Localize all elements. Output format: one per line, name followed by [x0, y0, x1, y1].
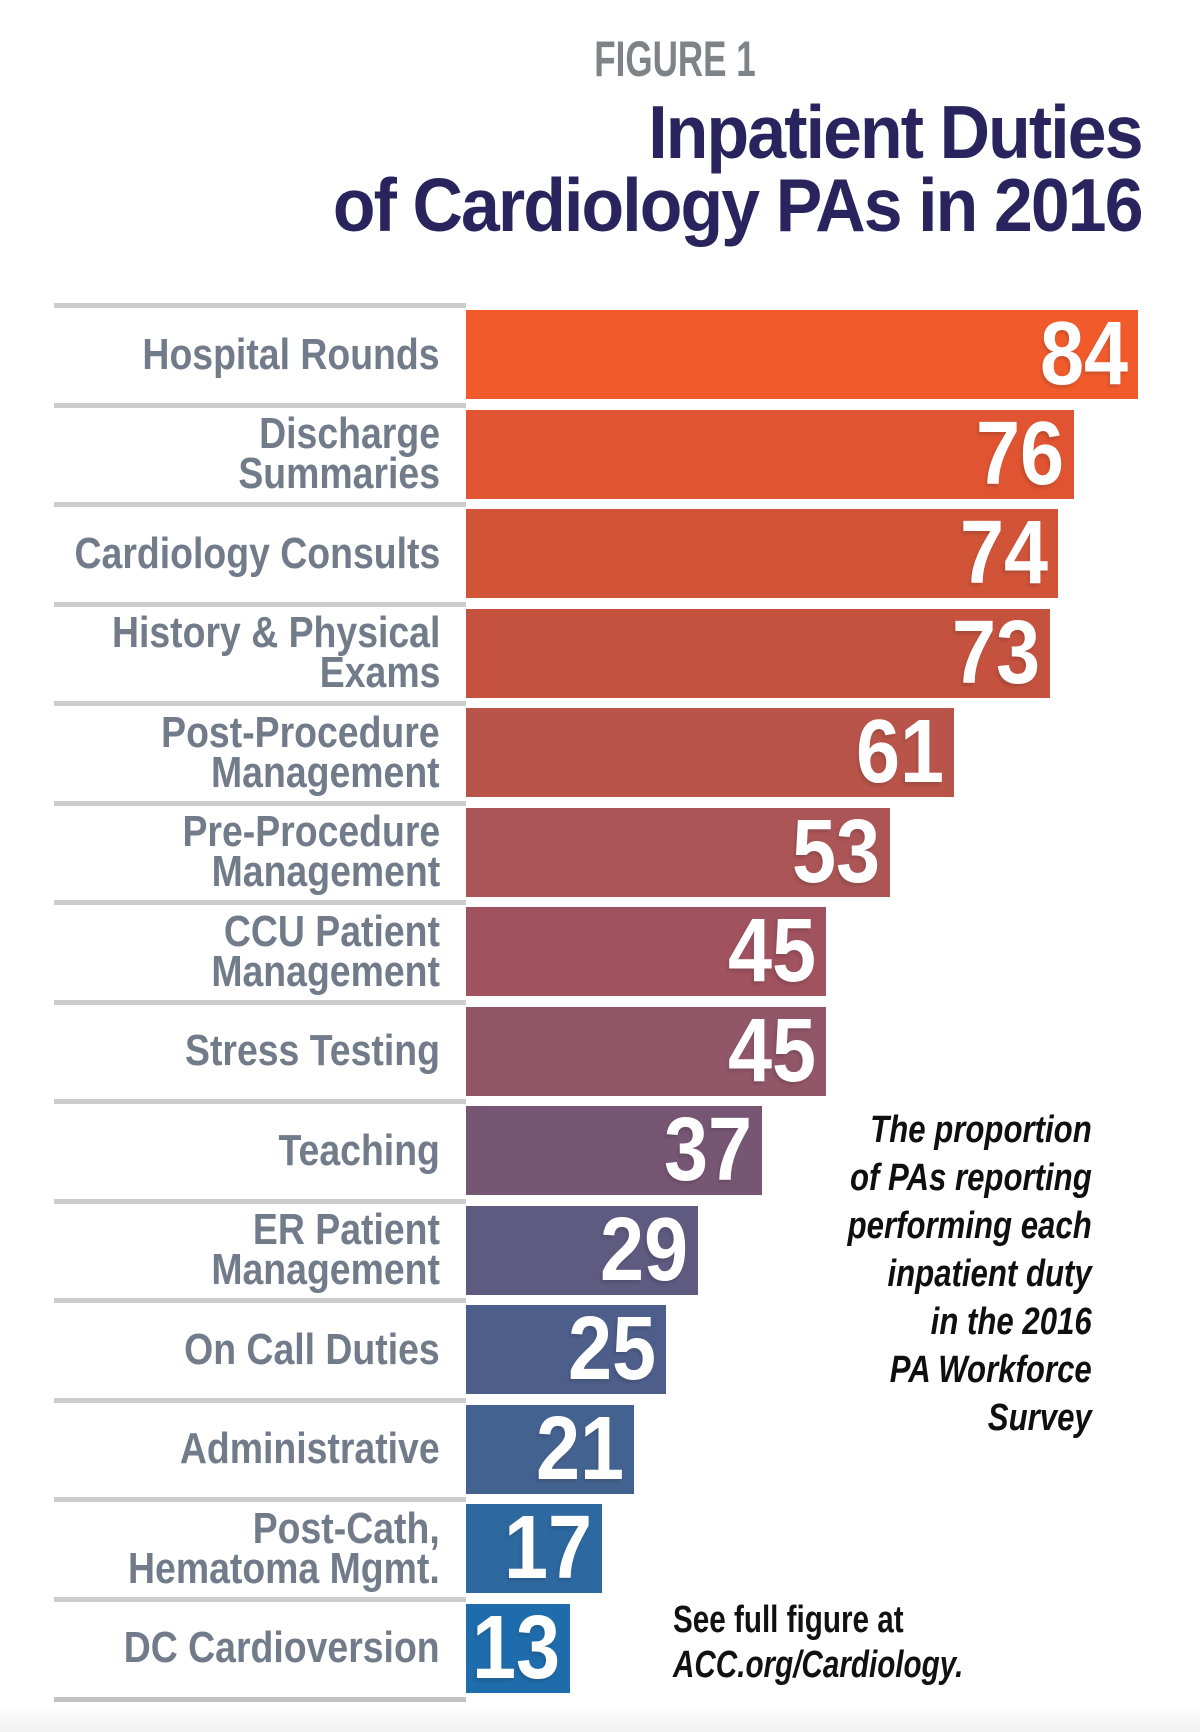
- chart-row: Post-Procedure Management 61: [0, 701, 1200, 801]
- duty-bar: 45: [466, 1000, 826, 1101]
- duty-label-text: Cardiology Consults: [74, 528, 440, 578]
- page-title: Inpatient Duties of Cardiology PAs in 20…: [333, 90, 1144, 247]
- duty-bar: 13: [466, 1597, 570, 1698]
- row-separator: [54, 1298, 466, 1303]
- duty-label-text: DC Cardioversion: [124, 1623, 440, 1672]
- duty-label-text: Post-Cath, Hematoma Mgmt.: [128, 1503, 440, 1593]
- chart-row: Discharge Summaries 76: [0, 402, 1200, 504]
- duty-label: History & Physical Exams: [0, 609, 440, 698]
- duty-value: 37: [663, 1100, 752, 1200]
- duty-label: Hospital Rounds: [0, 310, 440, 399]
- bar-chart: Hospital Rounds 84 Discharge Summaries 7…: [0, 303, 1200, 1696]
- chart-row: ER Patient Management 29: [0, 1198, 1200, 1300]
- bottom-separator: [54, 1696, 466, 1702]
- duty-label: Discharge Summaries: [0, 410, 440, 499]
- duty-bar: 74: [466, 503, 1058, 603]
- duty-value: 73: [951, 602, 1040, 703]
- duty-bar: 53: [466, 801, 890, 902]
- chart-row: Pre-Procedure Management 53: [0, 800, 1200, 902]
- duty-bar: 73: [466, 602, 1050, 703]
- duty-value: 45: [727, 901, 816, 1001]
- chart-annotation-text: The proportion of PAs reporting performi…: [847, 1109, 1092, 1439]
- duty-bar: 45: [466, 901, 826, 1001]
- chart-row: On Call Duties 25: [0, 1298, 1200, 1398]
- chart-annotation: The proportion of PAs reporting performi…: [794, 1106, 1092, 1442]
- row-separator: [54, 999, 466, 1005]
- duty-value: 74: [959, 503, 1048, 603]
- duty-bar: 76: [466, 403, 1074, 504]
- row-separator: [54, 502, 466, 507]
- duty-label-text: Post-Procedure Management: [161, 707, 440, 797]
- footer-note: See full figure at ACC.org/Cardiology.: [673, 1598, 1045, 1688]
- row-separator: [54, 701, 466, 706]
- chart-row: History & Physical Exams 73: [0, 601, 1200, 703]
- duty-label: ER Patient Management: [0, 1206, 440, 1295]
- duty-label-text: Discharge Summaries: [238, 409, 440, 498]
- duty-label: Pre-Procedure Management: [0, 808, 440, 897]
- footer-note-link: ACC.org/Cardiology.: [673, 1644, 964, 1686]
- duty-value: 84: [1039, 304, 1128, 404]
- figure-label: FIGURE 1: [594, 31, 756, 87]
- row-separator: [54, 1099, 466, 1104]
- duty-value: 25: [567, 1299, 656, 1399]
- row-separator: [54, 1397, 466, 1403]
- row-separator: [54, 601, 466, 607]
- chart-row: Post-Cath, Hematoma Mgmt. 17: [0, 1497, 1200, 1597]
- duty-label-text: ER Patient Management: [211, 1205, 440, 1294]
- duty-bar: 61: [466, 702, 954, 802]
- duty-label-text: Teaching: [278, 1125, 440, 1175]
- duty-value: 76: [975, 403, 1064, 504]
- duty-label-text: Stress Testing: [185, 1026, 440, 1075]
- duty-label-text: Pre-Procedure Management: [182, 807, 440, 896]
- duty-bar: 29: [466, 1199, 698, 1300]
- duty-label: DC Cardioversion: [0, 1604, 440, 1693]
- row-separator: [54, 1497, 466, 1502]
- duty-label: Post-Cath, Hematoma Mgmt.: [0, 1504, 440, 1593]
- duty-label: On Call Duties: [0, 1305, 440, 1394]
- duty-value: 17: [503, 1498, 592, 1598]
- duty-label: Administrative: [0, 1405, 440, 1494]
- duty-value: 29: [599, 1199, 688, 1300]
- duty-label-text: Hospital Rounds: [142, 329, 440, 379]
- chart-row: Teaching 37: [0, 1099, 1200, 1199]
- chart-row: Cardiology Consults 74: [0, 502, 1200, 602]
- duty-bar: 84: [466, 304, 1138, 404]
- duty-label: Cardiology Consults: [0, 509, 440, 598]
- duty-value: 45: [727, 1000, 816, 1101]
- duty-bar: 37: [466, 1100, 762, 1200]
- row-separator: [54, 1596, 466, 1602]
- duty-bar: 25: [466, 1299, 666, 1399]
- duty-label: Post-Procedure Management: [0, 708, 440, 797]
- chart-row: CCU Patient Management 45: [0, 900, 1200, 1000]
- duty-label-text: History & Physical Exams: [111, 608, 440, 697]
- chart-row: Hospital Rounds 84: [0, 303, 1200, 403]
- duty-label: Stress Testing: [0, 1007, 440, 1096]
- duty-value: 21: [535, 1398, 624, 1499]
- row-separator: [54, 1198, 466, 1204]
- duty-value: 61: [855, 702, 944, 802]
- bottom-fade: [0, 1704, 1200, 1732]
- duty-label-text: CCU Patient Management: [211, 906, 440, 996]
- chart-row: DC Cardioversion 13: [0, 1596, 1200, 1698]
- chart-row: Stress Testing 45: [0, 999, 1200, 1101]
- row-separator: [54, 402, 466, 408]
- duty-bar: 21: [466, 1398, 634, 1499]
- row-separator: [54, 303, 466, 308]
- duty-value: 13: [471, 1597, 560, 1698]
- chart-row: Administrative 21: [0, 1397, 1200, 1499]
- row-separator: [54, 800, 466, 806]
- duty-label-text: Administrative: [180, 1424, 440, 1473]
- footer-note-line1: See full figure at: [673, 1599, 904, 1641]
- row-separator: [54, 900, 466, 905]
- duty-bar: 17: [466, 1498, 602, 1598]
- duty-value: 53: [791, 801, 880, 902]
- duty-label: CCU Patient Management: [0, 907, 440, 996]
- duty-label: Teaching: [0, 1106, 440, 1195]
- duty-label-text: On Call Duties: [184, 1324, 440, 1374]
